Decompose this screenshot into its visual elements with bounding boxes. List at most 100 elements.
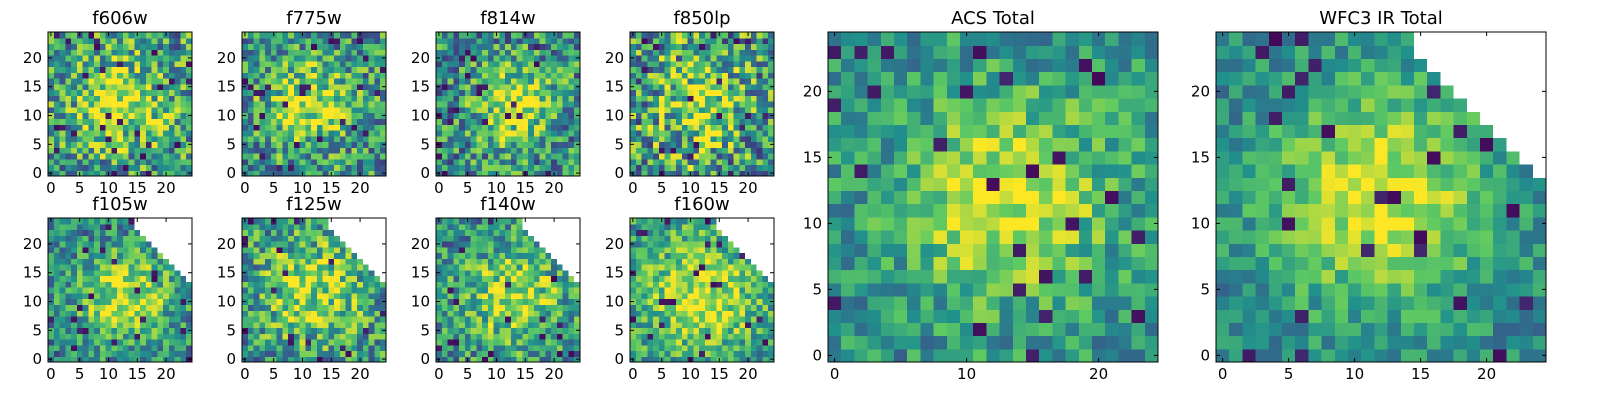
x-tick-label: 20 xyxy=(351,365,370,383)
heatmap-cell xyxy=(476,158,483,166)
heatmap-cell xyxy=(533,164,541,171)
heatmap-cell xyxy=(288,83,295,91)
heatmap-cell xyxy=(259,124,266,131)
heatmap-cell xyxy=(59,60,66,68)
heatmap-cell xyxy=(180,350,187,357)
heatmap-cell xyxy=(476,304,483,311)
heatmap-cell xyxy=(128,258,135,265)
heatmap-cell xyxy=(351,95,358,102)
heatmap-cell xyxy=(88,55,95,62)
heatmap-cell xyxy=(374,287,381,294)
heatmap-cell xyxy=(470,118,477,125)
heatmap-cell xyxy=(436,350,443,357)
heatmap-cell xyxy=(459,315,466,323)
heatmap-cell xyxy=(516,95,523,102)
heatmap-cell xyxy=(681,49,689,56)
heatmap-cell xyxy=(265,55,272,62)
heatmap-cell xyxy=(180,129,187,137)
heatmap-cell xyxy=(710,118,717,125)
heatmap-cell xyxy=(973,282,987,297)
heatmap-cell xyxy=(82,310,89,317)
heatmap-cell xyxy=(539,164,547,171)
heatmap-cell xyxy=(282,218,289,225)
heatmap-cell xyxy=(270,315,278,323)
heatmap-cell xyxy=(345,106,353,114)
heatmap-cell xyxy=(265,269,272,277)
heatmap-cell xyxy=(630,129,637,137)
heatmap-cell xyxy=(65,338,72,346)
heatmap-cell xyxy=(117,55,124,62)
heatmap-cell xyxy=(328,164,335,171)
heatmap-cell xyxy=(470,106,477,114)
heatmap-cell xyxy=(305,66,312,73)
heatmap-cell xyxy=(180,315,187,323)
heatmap-cell xyxy=(545,141,552,148)
heatmap-cell xyxy=(305,83,312,91)
heatmap-cell xyxy=(316,350,324,357)
heatmap-cell xyxy=(362,338,370,346)
heatmap-cell xyxy=(436,72,443,79)
heatmap-cell xyxy=(71,83,78,91)
heatmap-cell xyxy=(664,72,671,79)
heatmap-cell xyxy=(282,223,289,231)
heatmap-cell xyxy=(487,135,495,143)
heatmap-cell xyxy=(151,292,159,300)
heatmap-cell xyxy=(122,170,130,177)
heatmap-cell xyxy=(122,118,130,125)
heatmap-cell xyxy=(293,147,301,154)
heatmap-cell xyxy=(374,78,381,85)
heatmap-cell xyxy=(328,292,335,300)
heatmap-cell xyxy=(259,95,266,102)
heatmap-cell xyxy=(1026,45,1040,59)
heatmap-cell xyxy=(328,43,335,50)
heatmap-cell xyxy=(59,170,66,177)
heatmap-cell xyxy=(259,158,266,166)
heatmap-cell xyxy=(722,124,729,131)
heatmap-cell xyxy=(328,287,335,294)
heatmap-cell xyxy=(568,118,575,125)
heatmap-cell xyxy=(664,37,671,45)
heatmap-cell xyxy=(282,152,289,160)
heatmap-cell xyxy=(339,49,347,56)
heatmap-cell xyxy=(551,37,558,45)
heatmap-cell xyxy=(1012,164,1027,178)
heatmap-cell xyxy=(94,72,101,79)
heatmap-cell xyxy=(528,95,535,102)
heatmap-cell xyxy=(499,124,506,131)
heatmap-cell xyxy=(134,269,141,277)
heatmap-cell xyxy=(265,252,272,259)
heatmap-cell xyxy=(436,287,443,294)
heatmap-cell xyxy=(522,60,529,68)
heatmap-cell xyxy=(117,66,124,73)
heatmap-cell xyxy=(568,315,575,323)
heatmap-cell xyxy=(676,101,683,108)
heatmap-cell xyxy=(647,124,654,131)
heatmap-cell xyxy=(282,89,289,96)
heatmap-cell xyxy=(551,118,558,125)
heatmap-cell xyxy=(476,118,483,125)
heatmap-cell xyxy=(151,147,159,154)
heatmap-cell xyxy=(380,32,387,39)
heatmap-cell xyxy=(117,264,124,271)
heatmap-cell xyxy=(556,106,564,114)
heatmap-cell xyxy=(907,84,921,99)
heatmap-cell xyxy=(641,32,648,39)
heatmap-cell xyxy=(105,37,112,45)
heatmap-cell xyxy=(710,83,717,91)
heatmap-cell xyxy=(288,241,295,248)
heatmap-cell xyxy=(522,164,529,171)
heatmap-cell xyxy=(1105,58,1119,73)
heatmap-cell xyxy=(305,129,312,137)
heatmap-cell xyxy=(163,229,170,236)
heatmap-cell xyxy=(53,258,61,265)
heatmap-cell xyxy=(71,141,78,148)
heatmap-cell xyxy=(545,37,552,45)
heatmap-cell xyxy=(339,321,347,329)
heatmap-cell xyxy=(174,264,182,271)
heatmap-cell xyxy=(528,344,535,352)
heatmap-cell xyxy=(59,118,66,125)
heatmap-cell xyxy=(128,252,135,259)
heatmap-cell xyxy=(293,158,301,166)
heatmap-cell xyxy=(687,101,694,108)
heatmap-cell xyxy=(374,321,381,329)
